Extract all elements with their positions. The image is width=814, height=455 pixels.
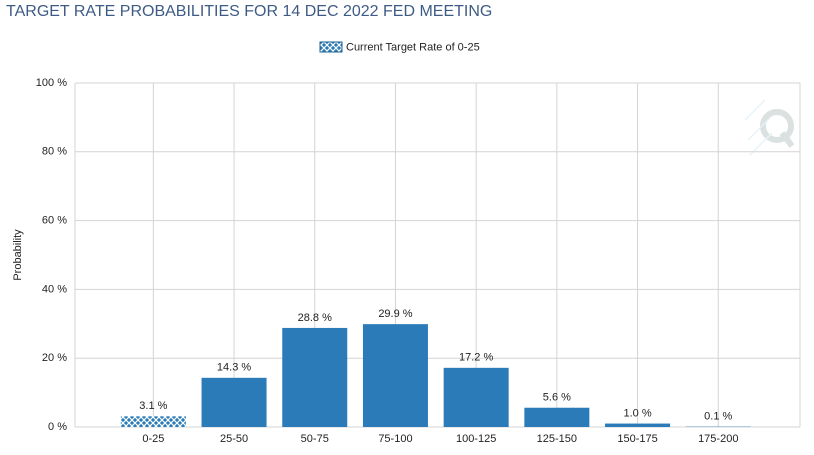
value-label: 1.0 % (623, 407, 651, 419)
y-tick-label: 20 % (42, 352, 67, 364)
x-tick-label: 100-125 (456, 433, 496, 445)
y-tick-label: 80 % (42, 146, 67, 158)
chart-title: TARGET RATE PROBABILITIES FOR 14 DEC 202… (6, 3, 492, 20)
y-tick-label: 40 % (42, 283, 67, 295)
x-tick-label: 125-150 (537, 433, 577, 445)
x-tick-label: 175-200 (698, 433, 738, 445)
x-tick-label: 150-175 (617, 433, 657, 445)
watermark (744, 99, 795, 156)
y-tick-label: 100 % (36, 77, 67, 89)
value-label: 3.1 % (139, 400, 167, 412)
x-tick-label: 25-50 (220, 433, 248, 445)
x-tick-label: 50-75 (301, 433, 329, 445)
bar (524, 407, 590, 427)
value-label: 5.6 % (543, 392, 571, 404)
value-label: 28.8 % (298, 312, 332, 324)
bar (443, 367, 509, 427)
bar (282, 327, 348, 427)
bar (120, 416, 186, 427)
bar (201, 377, 267, 427)
value-label: 0.1 % (704, 411, 732, 423)
y-tick-label: 60 % (42, 215, 67, 227)
value-label: 14.3 % (217, 362, 251, 374)
y-axis-label: Probability (12, 229, 24, 281)
x-tick-label: 75-100 (378, 433, 412, 445)
y-tick-label: 0 % (48, 421, 67, 433)
legend-swatch (319, 41, 343, 53)
bar (605, 423, 671, 427)
value-label: 29.9 % (378, 308, 412, 320)
value-label: 17.2 % (459, 352, 493, 364)
bar (362, 324, 428, 427)
legend-label: Current Target Rate of 0-25 (346, 41, 480, 53)
x-tick-label: 0-25 (142, 433, 164, 445)
